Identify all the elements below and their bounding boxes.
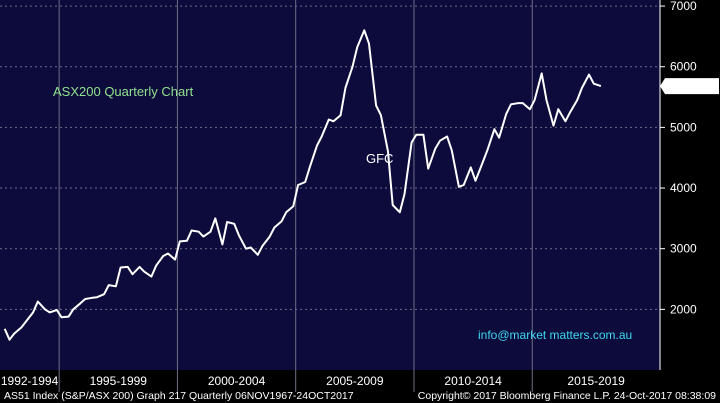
y-tick-label-5000: 5000 xyxy=(670,120,697,134)
y-tick-label-4000: 4000 xyxy=(670,181,697,195)
chart-title: ASX200 Quarterly Chart xyxy=(53,84,194,99)
y-tick-label-7000: 7000 xyxy=(670,0,697,13)
x-tick-label-2010-2014: 2010-2014 xyxy=(444,374,502,388)
x-tick-label-2000-2004: 2000-2004 xyxy=(208,374,266,388)
contact-email: info@market matters.com.au xyxy=(478,328,632,342)
x-tick-label-1992-1994: 1992-1994 xyxy=(1,374,59,388)
asx200-price-line xyxy=(3,29,602,341)
footer-copyright: Copyright© 2017 Bloomberg Finance L.P. 2… xyxy=(418,390,716,402)
plot-area xyxy=(0,0,660,370)
gfc-annotation: GFC xyxy=(366,151,393,166)
x-tick-label-1995-1999: 1995-1999 xyxy=(90,374,148,388)
y-tick-label-6000: 6000 xyxy=(670,60,697,74)
last-value-box xyxy=(660,78,719,95)
footer-index-info: AS51 Index (S&P/ASX 200) Graph 217 Quart… xyxy=(4,390,354,402)
y-axis-ticks: 7000 6000 5000 4000 3000 2000 xyxy=(659,0,697,370)
last-value-label: 5893.962 xyxy=(668,79,718,93)
x-tick-label-2005-2009: 2005-2009 xyxy=(326,374,384,388)
gridlines xyxy=(0,5,660,310)
x-axis-ticks: 1992-1994 1995-1999 2000-2004 2005-2009 2010… xyxy=(1,374,625,388)
x-tick-label-2015-2019: 2015-2019 xyxy=(567,374,625,388)
y-tick-label-3000: 3000 xyxy=(670,242,697,256)
last-value-marker: 5893.962 xyxy=(660,78,719,95)
y-tick-label-2000: 2000 xyxy=(670,302,697,316)
